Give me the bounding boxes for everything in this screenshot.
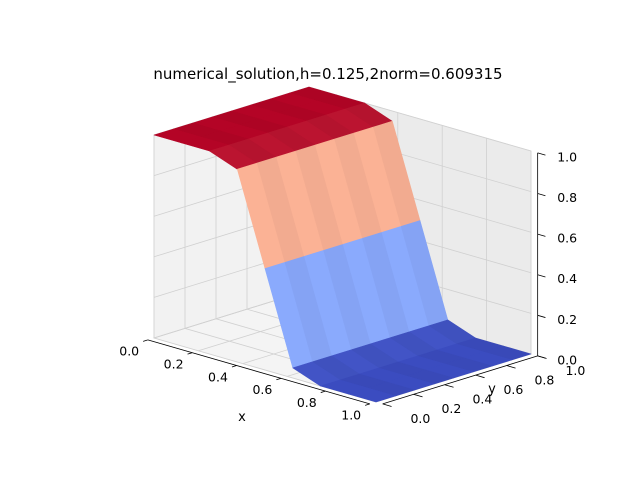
x-tick-mark bbox=[365, 403, 370, 406]
y-tick-label: 0.8 bbox=[534, 372, 554, 387]
axes-lines bbox=[143, 152, 547, 407]
x-tick-label: 0.8 bbox=[297, 395, 317, 410]
y-tick-label: 0.0 bbox=[410, 411, 430, 426]
y-tick-mark bbox=[506, 365, 516, 369]
x-tick-mark bbox=[187, 352, 193, 355]
x-tick-label: 0.6 bbox=[252, 382, 272, 397]
x-tick-mark bbox=[231, 365, 237, 368]
x-tick-mark bbox=[276, 377, 282, 381]
z-tick-mark bbox=[537, 274, 546, 278]
y-tick-label: 0.6 bbox=[503, 382, 523, 397]
x-tick-label: 1.0 bbox=[341, 408, 361, 423]
x-axis-label: x bbox=[238, 410, 246, 425]
z-tick-label: 0.8 bbox=[557, 190, 577, 205]
y-tick-label: 1.0 bbox=[565, 363, 585, 378]
z-tick-label: 1.0 bbox=[557, 149, 577, 164]
x-tick-mark bbox=[320, 390, 326, 393]
y-tick-label: 0.4 bbox=[472, 392, 492, 407]
chart-title: numerical_solution,h=0.125,2norm=0.60931… bbox=[153, 65, 502, 84]
z-tick-label: 0.6 bbox=[557, 231, 577, 246]
z-tick-mark bbox=[537, 314, 546, 318]
surface-mesh bbox=[153, 86, 532, 403]
tick-labels: 0.0 0.0 0.0 0.2 0.2 0.2 0.4 0.4 0.4 0.6 0.6 0.6 0.8 0… bbox=[119, 149, 585, 425]
y-tick-mark bbox=[382, 403, 392, 407]
y-axis-line bbox=[382, 355, 538, 405]
y-tick-label: 0.2 bbox=[441, 401, 461, 416]
z-tick-mark bbox=[537, 152, 546, 156]
y-tick-mark bbox=[444, 384, 454, 388]
y-tick-mark bbox=[537, 355, 547, 359]
x-tick-label: 0.2 bbox=[164, 357, 184, 372]
surface-quad bbox=[347, 387, 396, 403]
y-tick-mark bbox=[475, 374, 485, 379]
z-tick-label: 0.0 bbox=[557, 352, 577, 367]
x-tick-label: 0.0 bbox=[119, 344, 139, 359]
y-tick-mark bbox=[413, 393, 423, 398]
z-tick-mark bbox=[537, 193, 546, 197]
x-axis-line bbox=[147, 339, 370, 405]
z-tick-label: 0.2 bbox=[557, 312, 577, 327]
x-tick-label: 0.4 bbox=[208, 369, 228, 384]
x-tick-mark bbox=[143, 339, 148, 342]
z-tick-label: 0.4 bbox=[557, 271, 577, 286]
z-tick-mark bbox=[537, 233, 546, 237]
y-axis-label: y bbox=[488, 382, 496, 397]
